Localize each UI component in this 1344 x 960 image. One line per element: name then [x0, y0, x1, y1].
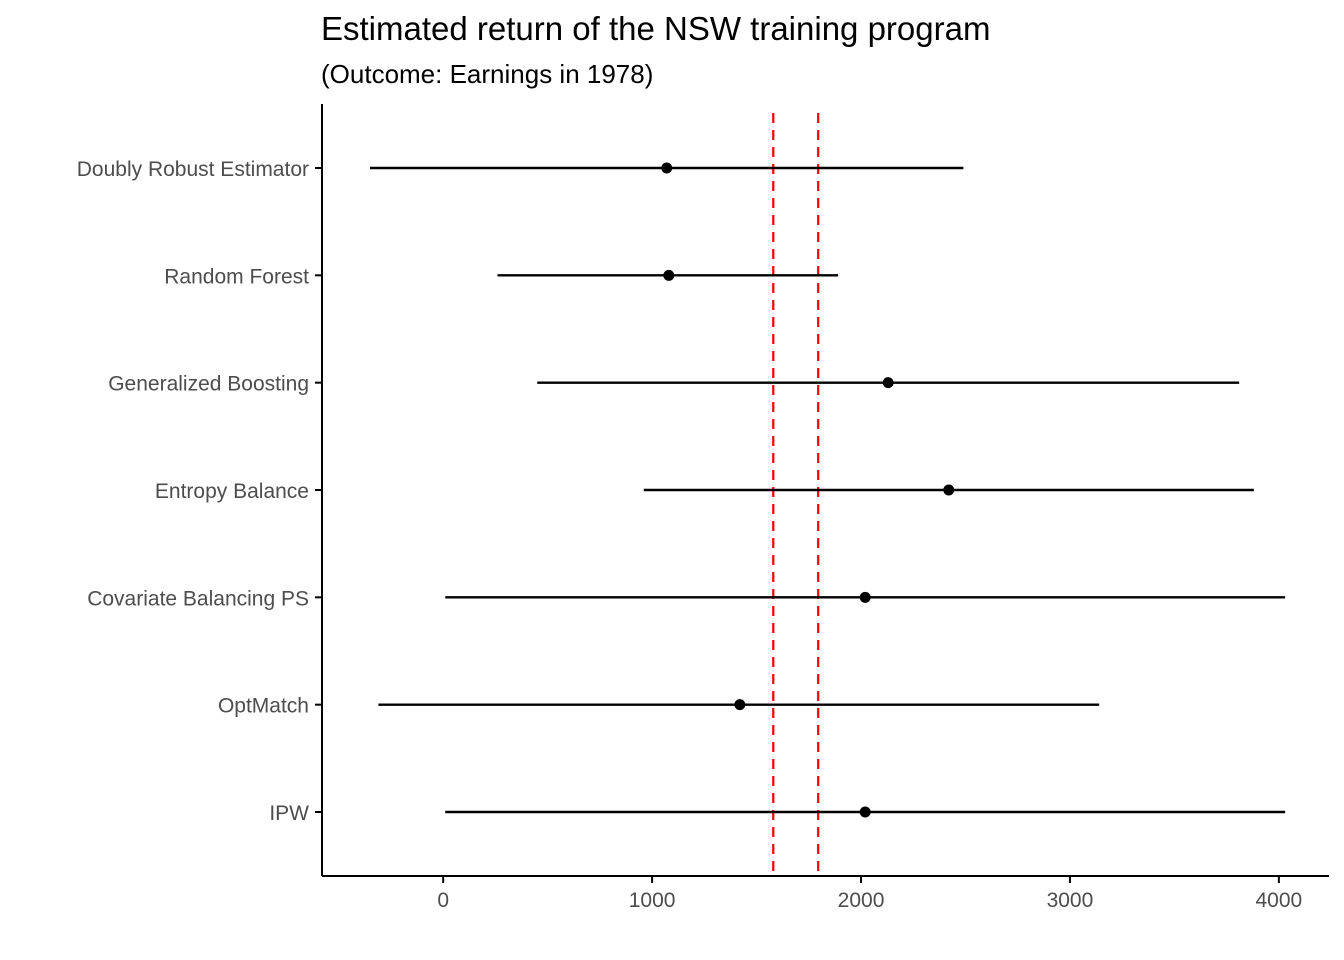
estimate-point: [859, 591, 871, 603]
x-tick-label: 2000: [838, 889, 885, 912]
y-tick-label: OptMatch: [218, 695, 309, 718]
estimate-point: [734, 699, 746, 711]
y-tick-label: Covariate Balancing PS: [87, 587, 309, 610]
estimate-point: [663, 269, 675, 281]
estimate-point: [661, 162, 673, 174]
chart-title: Estimated return of the NSW training pro…: [321, 10, 990, 47]
plot-area: 0 1000 2000 3000 4000 Doubly Robust Estimator…: [77, 104, 1329, 912]
x-tick-label: 0: [437, 889, 449, 912]
x-tick-label: 3000: [1047, 889, 1094, 912]
y-tick-label: Generalized Boosting: [108, 373, 309, 396]
estimate-point: [882, 377, 894, 389]
y-tick-label: Doubly Robust Estimator: [77, 158, 309, 181]
estimate-point: [943, 484, 955, 496]
estimate-point: [859, 806, 871, 818]
y-tick-label: IPW: [269, 802, 309, 825]
chart-subtitle: (Outcome: Earnings in 1978): [321, 59, 653, 89]
y-tick-label: Random Forest: [164, 265, 309, 288]
y-tick-label: Entropy Balance: [155, 480, 309, 503]
x-tick-label: 1000: [629, 889, 676, 912]
x-tick-label: 4000: [1255, 889, 1302, 912]
